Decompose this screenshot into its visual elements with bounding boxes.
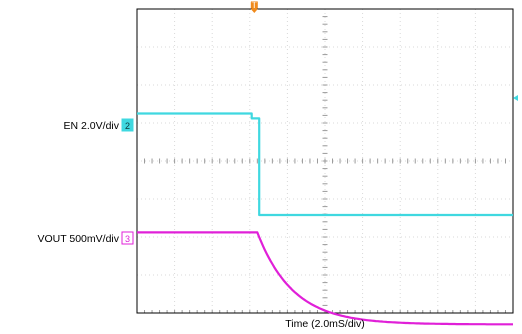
trace-en bbox=[137, 112, 513, 217]
channel-offset-arrow-icon bbox=[513, 95, 518, 101]
traces bbox=[137, 112, 513, 326]
plot-border bbox=[136, 8, 514, 314]
channel-label-en: EN 2.0V/div bbox=[64, 120, 120, 132]
channel-label-vout: VOUT 500mV/div bbox=[37, 233, 119, 245]
trigger-pointer-icon bbox=[250, 9, 258, 13]
trigger-marker-label: T bbox=[252, 0, 258, 10]
x-axis-label: Time (2.0mS/div) bbox=[285, 318, 365, 330]
channel-number-3: 3 bbox=[125, 234, 130, 244]
channel-markers: EN 2.0V/div 2 VOUT 500mV/div 3 T bbox=[37, 0, 518, 245]
trace-vout bbox=[137, 231, 513, 326]
channel-marker-2 bbox=[121, 118, 134, 132]
channel-marker-3 bbox=[121, 231, 134, 245]
trigger-marker-icon bbox=[250, 1, 258, 9]
channel-number-2: 2 bbox=[125, 121, 130, 131]
graticule-ticks bbox=[136, 8, 514, 314]
